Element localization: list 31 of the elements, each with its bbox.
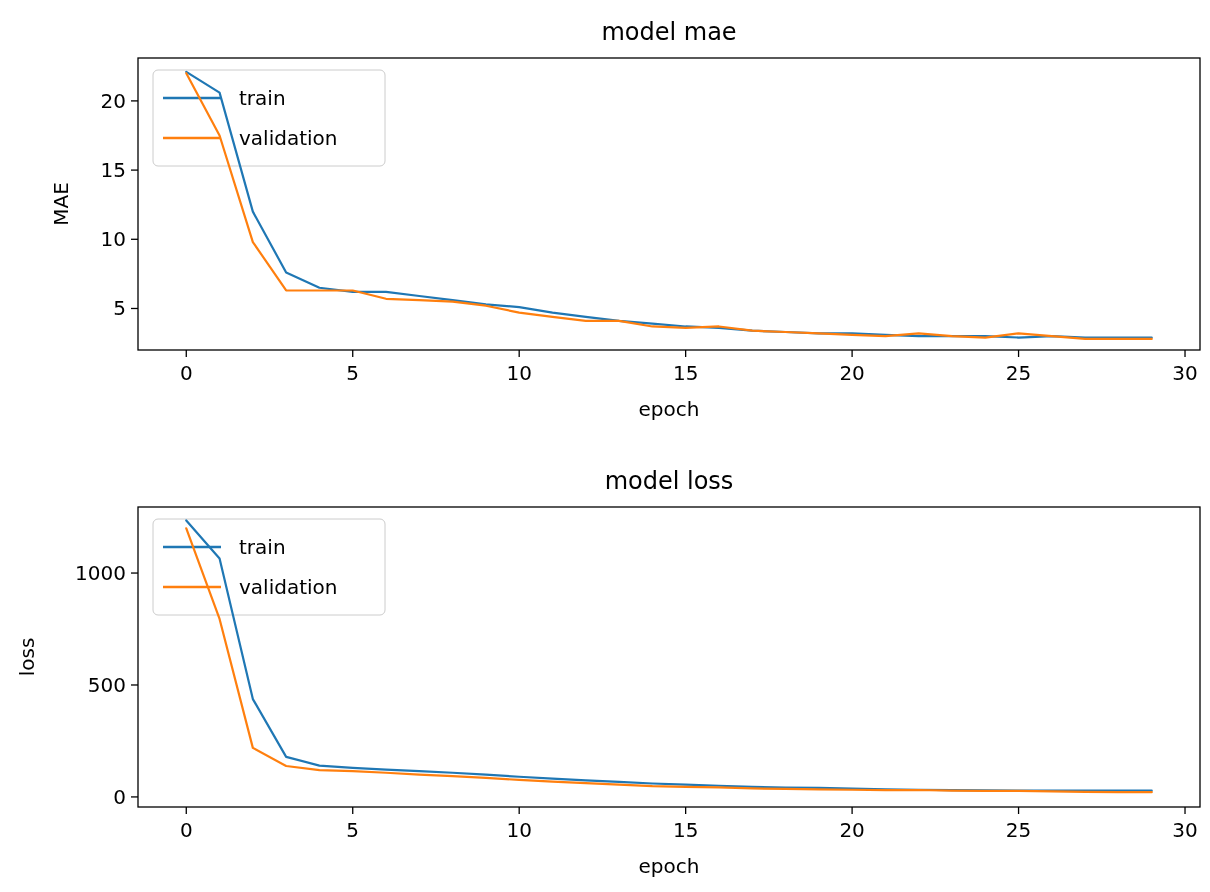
y-tick-label: 1000 (75, 561, 126, 586)
y-tick-label: 15 (100, 158, 126, 183)
x-axis-title: epoch (638, 397, 700, 421)
y-tick-label: 10 (100, 227, 126, 252)
x-tick-label: 0 (179, 361, 193, 385)
y-axis-title: MAE (49, 182, 73, 226)
x-tick-label: 5 (346, 818, 360, 842)
chart-title: model loss (604, 467, 734, 495)
legend-label: train (239, 535, 286, 559)
x-tick-label: 10 (506, 361, 532, 385)
x-tick-label: 15 (672, 818, 699, 842)
x-tick-label: 5 (346, 361, 360, 385)
y-tick-label: 5 (113, 296, 126, 321)
x-tick-label: 20 (839, 361, 865, 385)
y-tick-label: 0 (113, 784, 126, 809)
x-tick-label: 10 (506, 818, 532, 842)
legend-label: validation (239, 126, 338, 150)
x-tick-label: 25 (1005, 361, 1032, 385)
x-tick-label: 25 (1005, 818, 1032, 842)
y-tick-label: 20 (100, 88, 126, 113)
x-tick-label: 30 (1172, 361, 1198, 385)
x-tick-label: 30 (1172, 818, 1198, 842)
x-tick-label: 20 (839, 818, 865, 842)
x-tick-label: 0 (179, 818, 193, 842)
x-tick-label: 15 (672, 361, 699, 385)
legend-label: train (239, 86, 286, 110)
y-tick-label: 500 (87, 672, 126, 697)
chart-title: model mae (601, 18, 737, 46)
y-axis-title: loss (15, 637, 39, 677)
legend-label: validation (239, 575, 338, 599)
x-axis-title: epoch (638, 854, 700, 878)
